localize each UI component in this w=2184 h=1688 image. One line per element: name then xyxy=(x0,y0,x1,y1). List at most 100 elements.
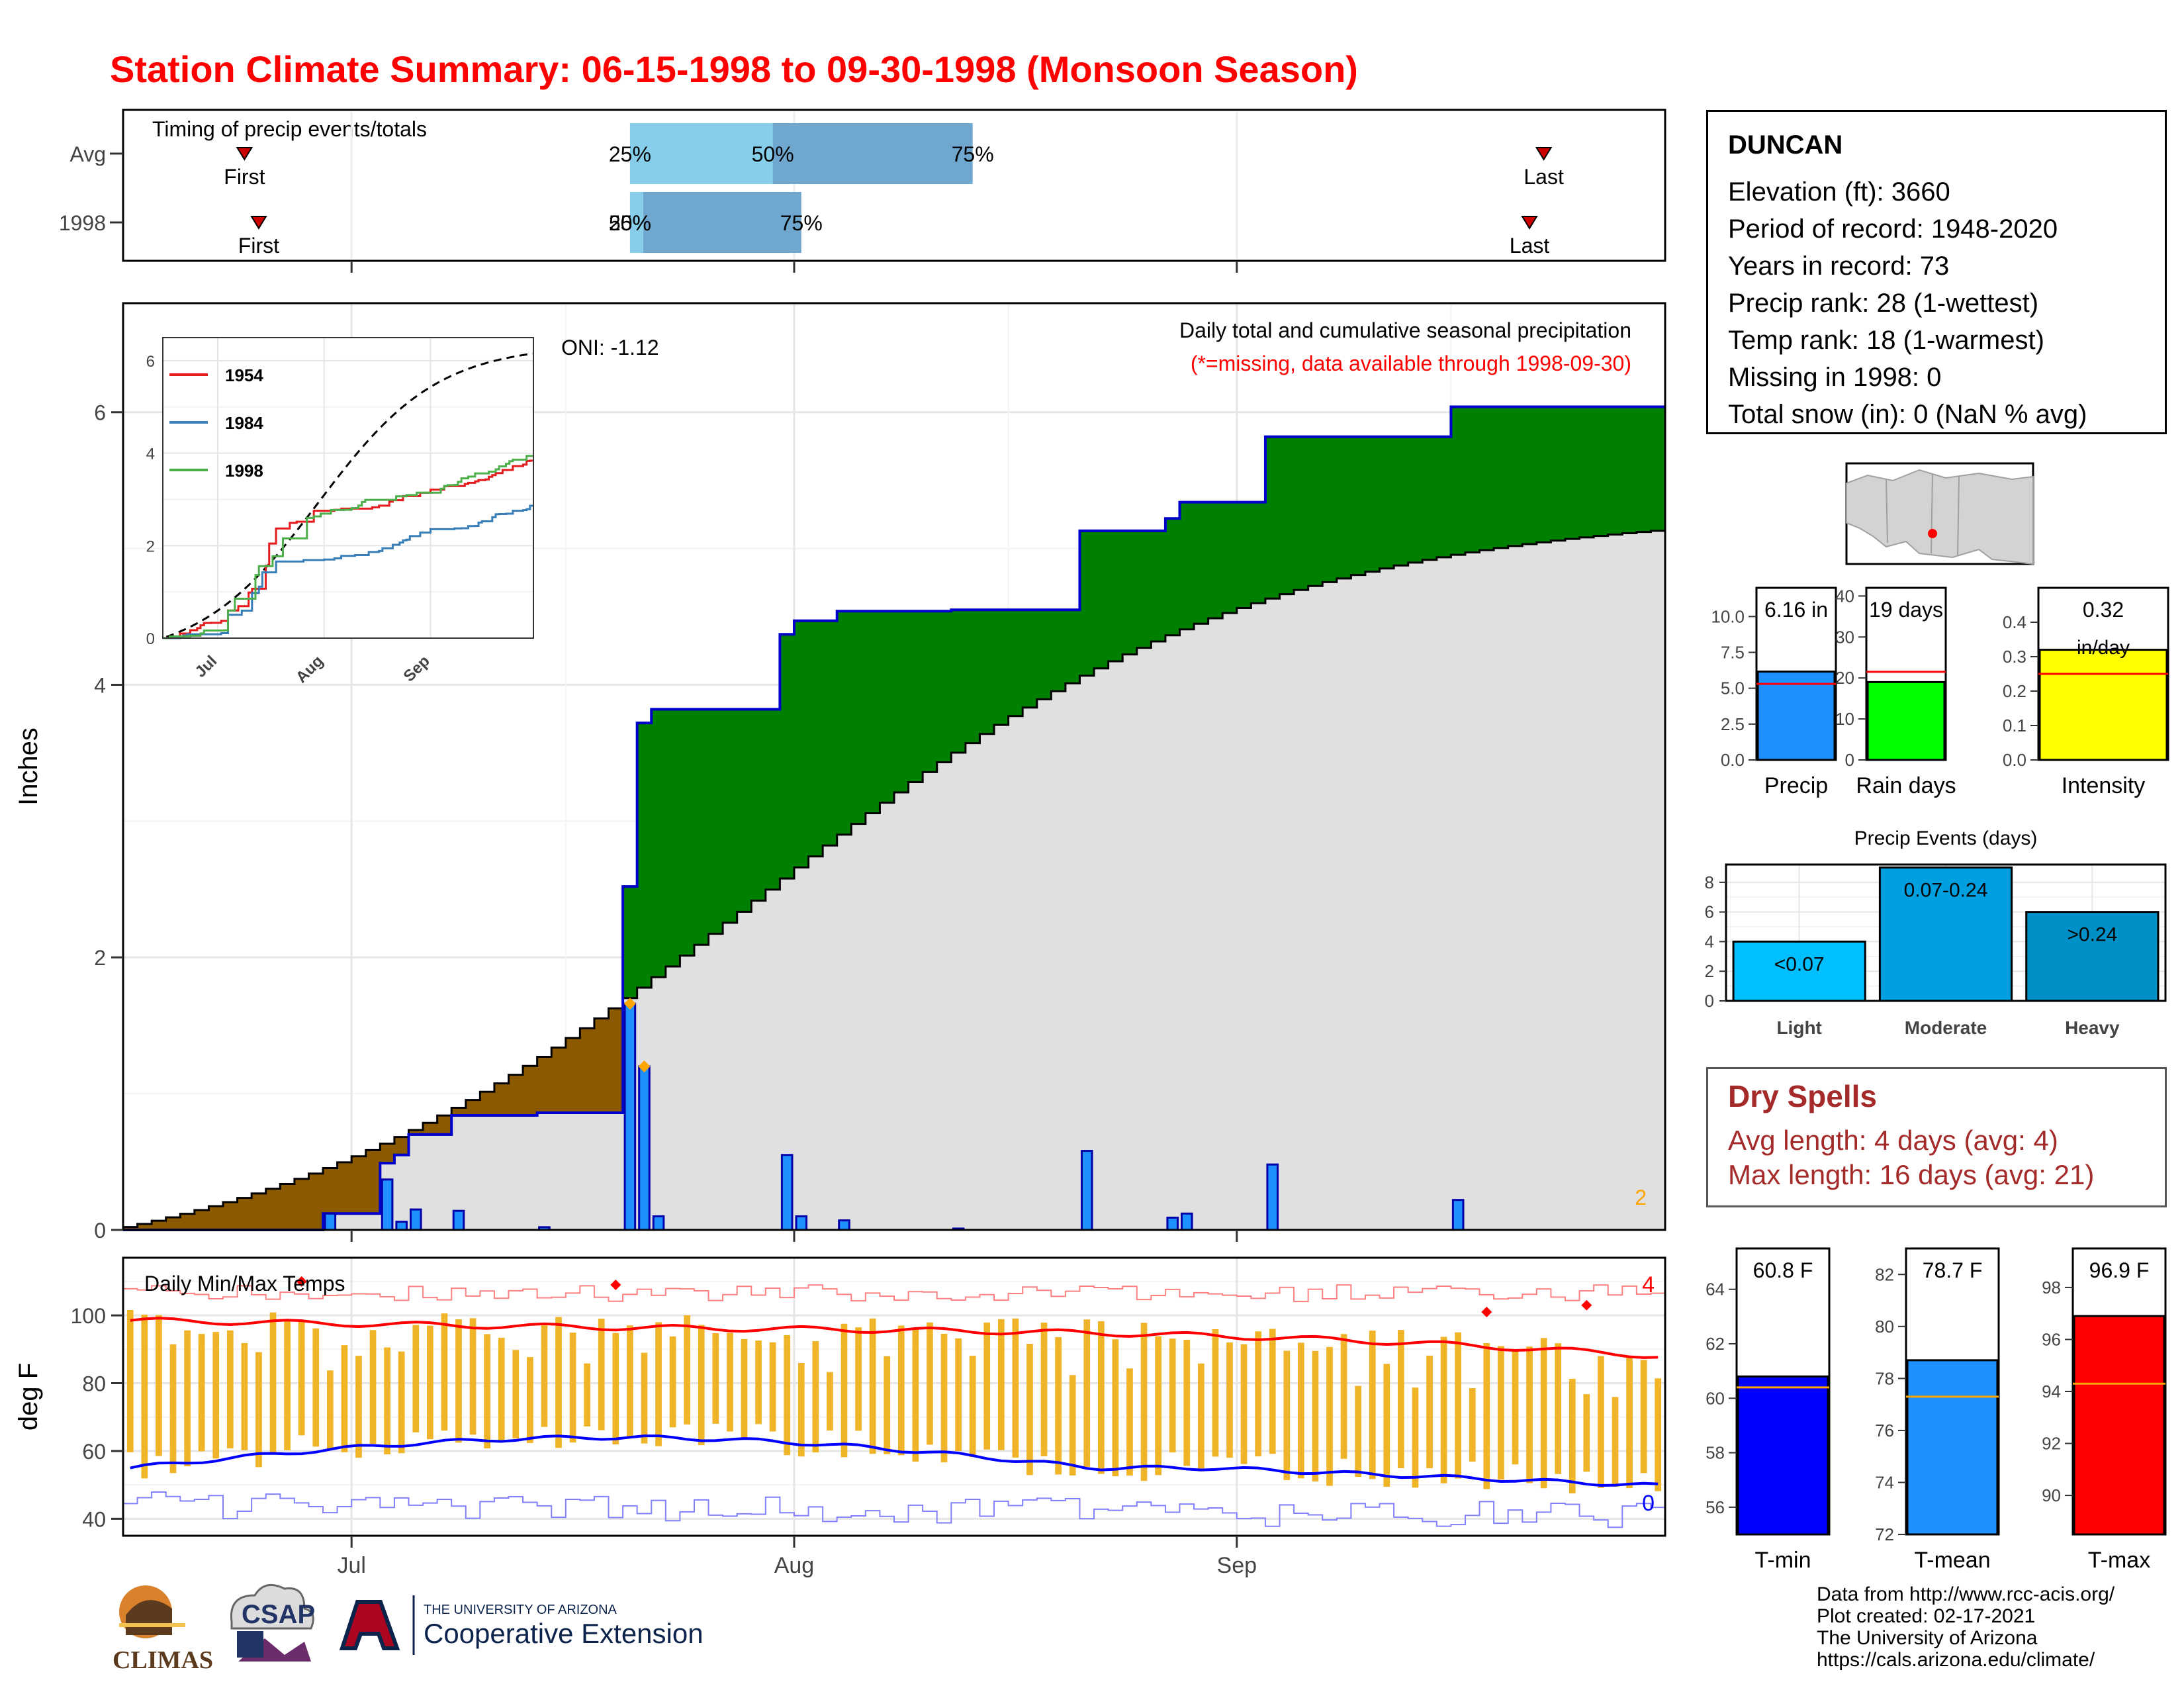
summary-value-label: 6.16 in xyxy=(1764,598,1828,622)
inset-legend-label: 1954 xyxy=(225,365,263,385)
timing-first-label: First xyxy=(238,234,279,258)
credits: Data from http://www.rcc-acis.org/ Plot … xyxy=(1817,1583,2115,1671)
cumulative-1998-line xyxy=(123,405,1665,1231)
svg-text:CLIMAS: CLIMAS xyxy=(113,1646,213,1674)
daily-precip-bar xyxy=(780,1154,794,1231)
summary-category-label: T-min xyxy=(1755,1548,1811,1573)
temperature-y-tick-label: 80 xyxy=(82,1372,106,1396)
summary-y-tick-label: 2.5 xyxy=(1721,714,1745,734)
credit-plot-created: Plot created: 02-17-2021 xyxy=(1817,1605,2036,1627)
record-high-marker xyxy=(610,1279,621,1290)
timing-last-label: Last xyxy=(1510,234,1550,258)
summary-bar xyxy=(2038,649,2168,761)
timing-q25-label: 25% xyxy=(609,142,651,166)
summary-category-label: Intensity xyxy=(2062,773,2146,798)
station-elevation: Elevation (ft): 3660 xyxy=(1728,177,1950,207)
timing-q75-label: 75% xyxy=(952,142,994,166)
precip-event-category-label: Light xyxy=(1776,1017,1821,1038)
inset-legend-label: 1984 xyxy=(225,413,263,433)
summary-value-label: 96.9 F xyxy=(2089,1258,2150,1282)
summary-y-tick-label: 0.2 xyxy=(2003,681,2026,701)
precip-event-y-tick-label: 0 xyxy=(1705,991,1714,1011)
svg-text:CSAP: CSAP xyxy=(242,1600,315,1629)
summary-y-tick-label: 92 xyxy=(2042,1434,2061,1454)
timing-last-marker xyxy=(1535,147,1553,161)
summary-category-label: Rain days xyxy=(1856,773,1956,798)
daily-precip-bar xyxy=(638,1065,651,1231)
daily-precip-bar xyxy=(1180,1212,1193,1231)
station-period: Period of record: 1948-2020 xyxy=(1728,214,2058,244)
precip-event-bar xyxy=(2025,911,2160,1002)
svg-text:Cooperative Extension: Cooperative Extension xyxy=(424,1618,704,1649)
temperature-y-tick-label: 60 xyxy=(82,1440,106,1464)
map-region-shape xyxy=(1846,469,2034,565)
missing-count: 2 xyxy=(1635,1186,1647,1209)
precip-event-bar xyxy=(1732,940,1866,1002)
summary-bar xyxy=(2073,1315,2165,1536)
daily-precip-bar xyxy=(795,1215,808,1231)
daily-precip-bar xyxy=(838,1219,850,1231)
timing-q25-label: 25% xyxy=(609,211,651,235)
credit-url: https://cals.arizona.edu/climate/ xyxy=(1817,1649,2095,1671)
precip-event-bar-label: <0.07 xyxy=(1774,953,1825,975)
daily-precip-bar xyxy=(324,1212,337,1231)
daily-precip-bar xyxy=(395,1221,408,1231)
daily-precip-bar xyxy=(1166,1216,1179,1231)
summary-y-tick-label: 7.5 xyxy=(1721,643,1745,663)
inset-y-tick-label: 0 xyxy=(146,630,155,648)
temperature-y-axis-label: deg F xyxy=(14,1363,43,1430)
station-name: DUNCAN xyxy=(1728,130,1843,160)
ua-logo: THE UNIVERSITY OF ARIZONA Cooperative Ex… xyxy=(339,1595,704,1655)
cumulative-average-line xyxy=(122,530,1665,1230)
daily-precip-bar xyxy=(1266,1163,1279,1231)
timing-q25-q50-bar xyxy=(629,192,643,253)
summary-y-tick-label: 0.3 xyxy=(2003,647,2026,667)
timing-last-label: Last xyxy=(1524,165,1564,189)
summary-y-tick-label: 74 xyxy=(1875,1472,1894,1492)
page-title: Station Climate Summary: 06-15-1998 to 0… xyxy=(110,48,1358,90)
summary-y-tick-label: 94 xyxy=(2042,1382,2061,1401)
csap-logo: CSAP xyxy=(230,1583,315,1662)
summary-y-tick-label: 80 xyxy=(1875,1317,1894,1336)
summary-value-label: 19 days xyxy=(1869,598,1943,622)
summary-bar xyxy=(1756,671,1836,761)
timing-first-label: First xyxy=(224,165,265,189)
inset-legend-label: 1998 xyxy=(225,461,263,481)
daily-precip-bar xyxy=(1451,1199,1465,1231)
station-temp-rank: Temp rank: 18 (1-warmest) xyxy=(1728,326,2044,355)
record-high-marker xyxy=(1581,1299,1592,1311)
summary-bar xyxy=(1866,680,1946,761)
temperature-x-tick-label: Jul xyxy=(337,1553,365,1578)
summary-value-label: 0.32 xyxy=(2083,598,2124,622)
summary-y-tick-label: 20 xyxy=(1835,668,1854,688)
timing-q50-q75-bar xyxy=(643,192,801,253)
temperature-panel-frame xyxy=(123,1258,1665,1536)
summary-y-tick-label: 60 xyxy=(1706,1388,1725,1408)
summary-y-tick-label: 0.0 xyxy=(2003,750,2026,770)
average-high-line xyxy=(130,1317,1659,1359)
summary-bar xyxy=(1906,1359,1999,1536)
oni-label: ONI: -1.12 xyxy=(561,336,659,359)
dry-spells-max: Max length: 16 days (avg: 21) xyxy=(1728,1159,2095,1190)
timing-q75-label: 75% xyxy=(780,211,823,235)
precip-y-tick-label: 6 xyxy=(94,401,106,425)
daily-precip-bar xyxy=(409,1208,422,1231)
summary-y-tick-label: 72 xyxy=(1875,1524,1894,1544)
precip-y-tick-label: 2 xyxy=(94,946,106,970)
summary-y-tick-label: 5.0 xyxy=(1721,679,1745,698)
precip-event-y-tick-label: 6 xyxy=(1705,902,1714,922)
climas-logo: CLIMAS xyxy=(113,1585,213,1674)
daily-precip-bar xyxy=(1080,1150,1093,1231)
max-precip-marker xyxy=(638,1060,651,1072)
summary-y-tick-label: 76 xyxy=(1875,1421,1894,1440)
summary-y-tick-label: 96 xyxy=(2042,1329,2061,1349)
summary-y-tick-label: 0.0 xyxy=(1721,750,1745,770)
inset-average-line xyxy=(165,352,534,638)
record-high-count: 4 xyxy=(1642,1272,1655,1297)
summary-y-tick-label: 0.1 xyxy=(2003,716,2026,735)
season-totals-panels: 6.16 in 0.0 2.5 5.0 7.5 10.0 Precip 19 days 0 10 2… xyxy=(1711,586,2169,798)
summary-y-tick-label: 40 xyxy=(1835,586,1854,606)
temperature-x-tick-label: Aug xyxy=(774,1553,815,1578)
